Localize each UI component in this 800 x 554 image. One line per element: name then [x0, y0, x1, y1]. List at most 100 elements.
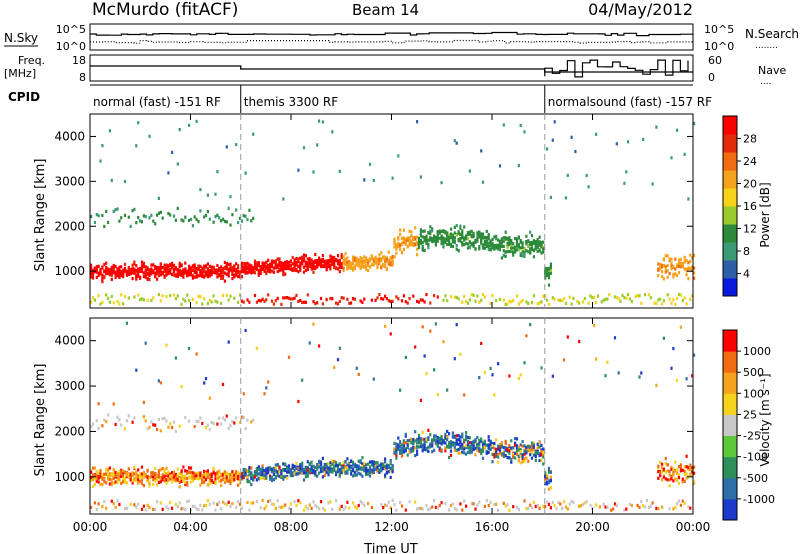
- scatter-point: [523, 459, 526, 463]
- scatter-point: [244, 427, 247, 431]
- scatter-point: [284, 467, 287, 472]
- scatter-point: [382, 466, 385, 471]
- scatter-point: [508, 299, 511, 303]
- scatter-point: [502, 253, 505, 257]
- scatter-point: [402, 238, 405, 242]
- scatter-point: [204, 213, 208, 217]
- scatter-point: [436, 436, 439, 440]
- scatter-point: [161, 467, 164, 471]
- scatter-point: [474, 247, 477, 251]
- scatter-point: [91, 276, 95, 280]
- scatter-point: [421, 235, 424, 239]
- scatter-point: [453, 435, 456, 440]
- scatter-point: [506, 249, 509, 254]
- scatter-point: [500, 256, 503, 260]
- scatter-point: [95, 265, 98, 269]
- scatter-point: [93, 466, 96, 470]
- scatter-point: [547, 466, 551, 470]
- scatter-point: [118, 302, 121, 306]
- scatter-point: [363, 469, 366, 473]
- y-tick-label: 4000: [54, 334, 85, 348]
- scatter-point: [95, 270, 98, 274]
- scatter-point: [425, 504, 428, 508]
- scatter-point: [429, 443, 432, 447]
- scatter-point: [423, 239, 426, 243]
- scatter-point: [227, 269, 230, 273]
- scatter-point: [538, 248, 541, 252]
- scatter-point: [191, 276, 194, 280]
- scatter-point: [508, 456, 511, 460]
- scatter-point: [395, 453, 398, 457]
- scatter-point: [157, 418, 160, 422]
- scatter-point: [380, 266, 383, 270]
- scatter-point: [201, 269, 204, 273]
- scatter-point: [327, 501, 330, 505]
- scatter-point: [212, 294, 215, 298]
- scatter-point: [416, 437, 419, 442]
- scatter-point: [93, 473, 96, 477]
- scatter-point: [125, 481, 128, 485]
- scatter-point: [368, 474, 372, 478]
- scatter-point: [231, 272, 234, 276]
- scatter-point: [481, 234, 485, 238]
- scatter-point: [431, 240, 434, 244]
- scatter-point: [114, 274, 117, 278]
- scatter-point: [152, 263, 155, 267]
- scatter-point: [530, 247, 534, 251]
- scatter-point: [508, 250, 511, 254]
- scatter-point: [504, 454, 507, 458]
- scatter-point: [137, 216, 140, 220]
- scatter-point: [357, 263, 360, 268]
- scatter-point: [504, 230, 507, 234]
- scatter-point: [302, 508, 306, 512]
- scatter-point: [476, 448, 479, 452]
- y-tick-label: 1000: [54, 264, 85, 278]
- scatter-point: [674, 302, 677, 306]
- scatter-point: [355, 473, 358, 477]
- scatter-point: [99, 302, 102, 306]
- scatter-point: [412, 442, 415, 446]
- scatter-point: [502, 249, 505, 253]
- scatter-point: [316, 467, 319, 471]
- scatter-point: [448, 445, 451, 449]
- scatter-point: [333, 259, 336, 263]
- scatter-point: [284, 475, 287, 479]
- scatter-point: [485, 499, 488, 503]
- scatter-point: [536, 446, 539, 450]
- scatter-point: [532, 443, 535, 447]
- scatter-point: [397, 443, 400, 447]
- scatter-point: [523, 361, 526, 365]
- scatter-point: [391, 263, 394, 267]
- scatter-point: [248, 466, 251, 470]
- scatter-point: [310, 267, 313, 271]
- scatter-point: [504, 448, 507, 452]
- scatter-point: [670, 366, 673, 370]
- scatter-point: [481, 243, 485, 247]
- scatter-point: [172, 470, 176, 474]
- scatter-point: [361, 456, 364, 460]
- scatter-point: [191, 264, 194, 268]
- scatter-point: [521, 254, 524, 258]
- scatter-point: [517, 302, 520, 306]
- scatter-point: [476, 294, 479, 298]
- scatter-point: [547, 502, 551, 506]
- scatter-point: [517, 245, 520, 249]
- scatter-point: [355, 464, 358, 468]
- scatter-point: [659, 474, 662, 478]
- scatter-point: [267, 264, 270, 268]
- scatter-point: [487, 245, 490, 249]
- scatter-point: [103, 275, 106, 279]
- scatter-point: [338, 472, 341, 476]
- scatter-point: [538, 240, 541, 244]
- scatter-point: [129, 224, 132, 228]
- scatter-point: [463, 243, 466, 247]
- scatter-point: [329, 465, 332, 469]
- scatter-point: [346, 260, 349, 264]
- scatter-point: [133, 270, 136, 274]
- scatter-point: [380, 462, 383, 466]
- scatter-point: [661, 265, 664, 269]
- scatter-point: [446, 438, 449, 442]
- scatter-point: [174, 218, 177, 222]
- scatter-point: [440, 501, 443, 505]
- scatter-point: [135, 269, 138, 273]
